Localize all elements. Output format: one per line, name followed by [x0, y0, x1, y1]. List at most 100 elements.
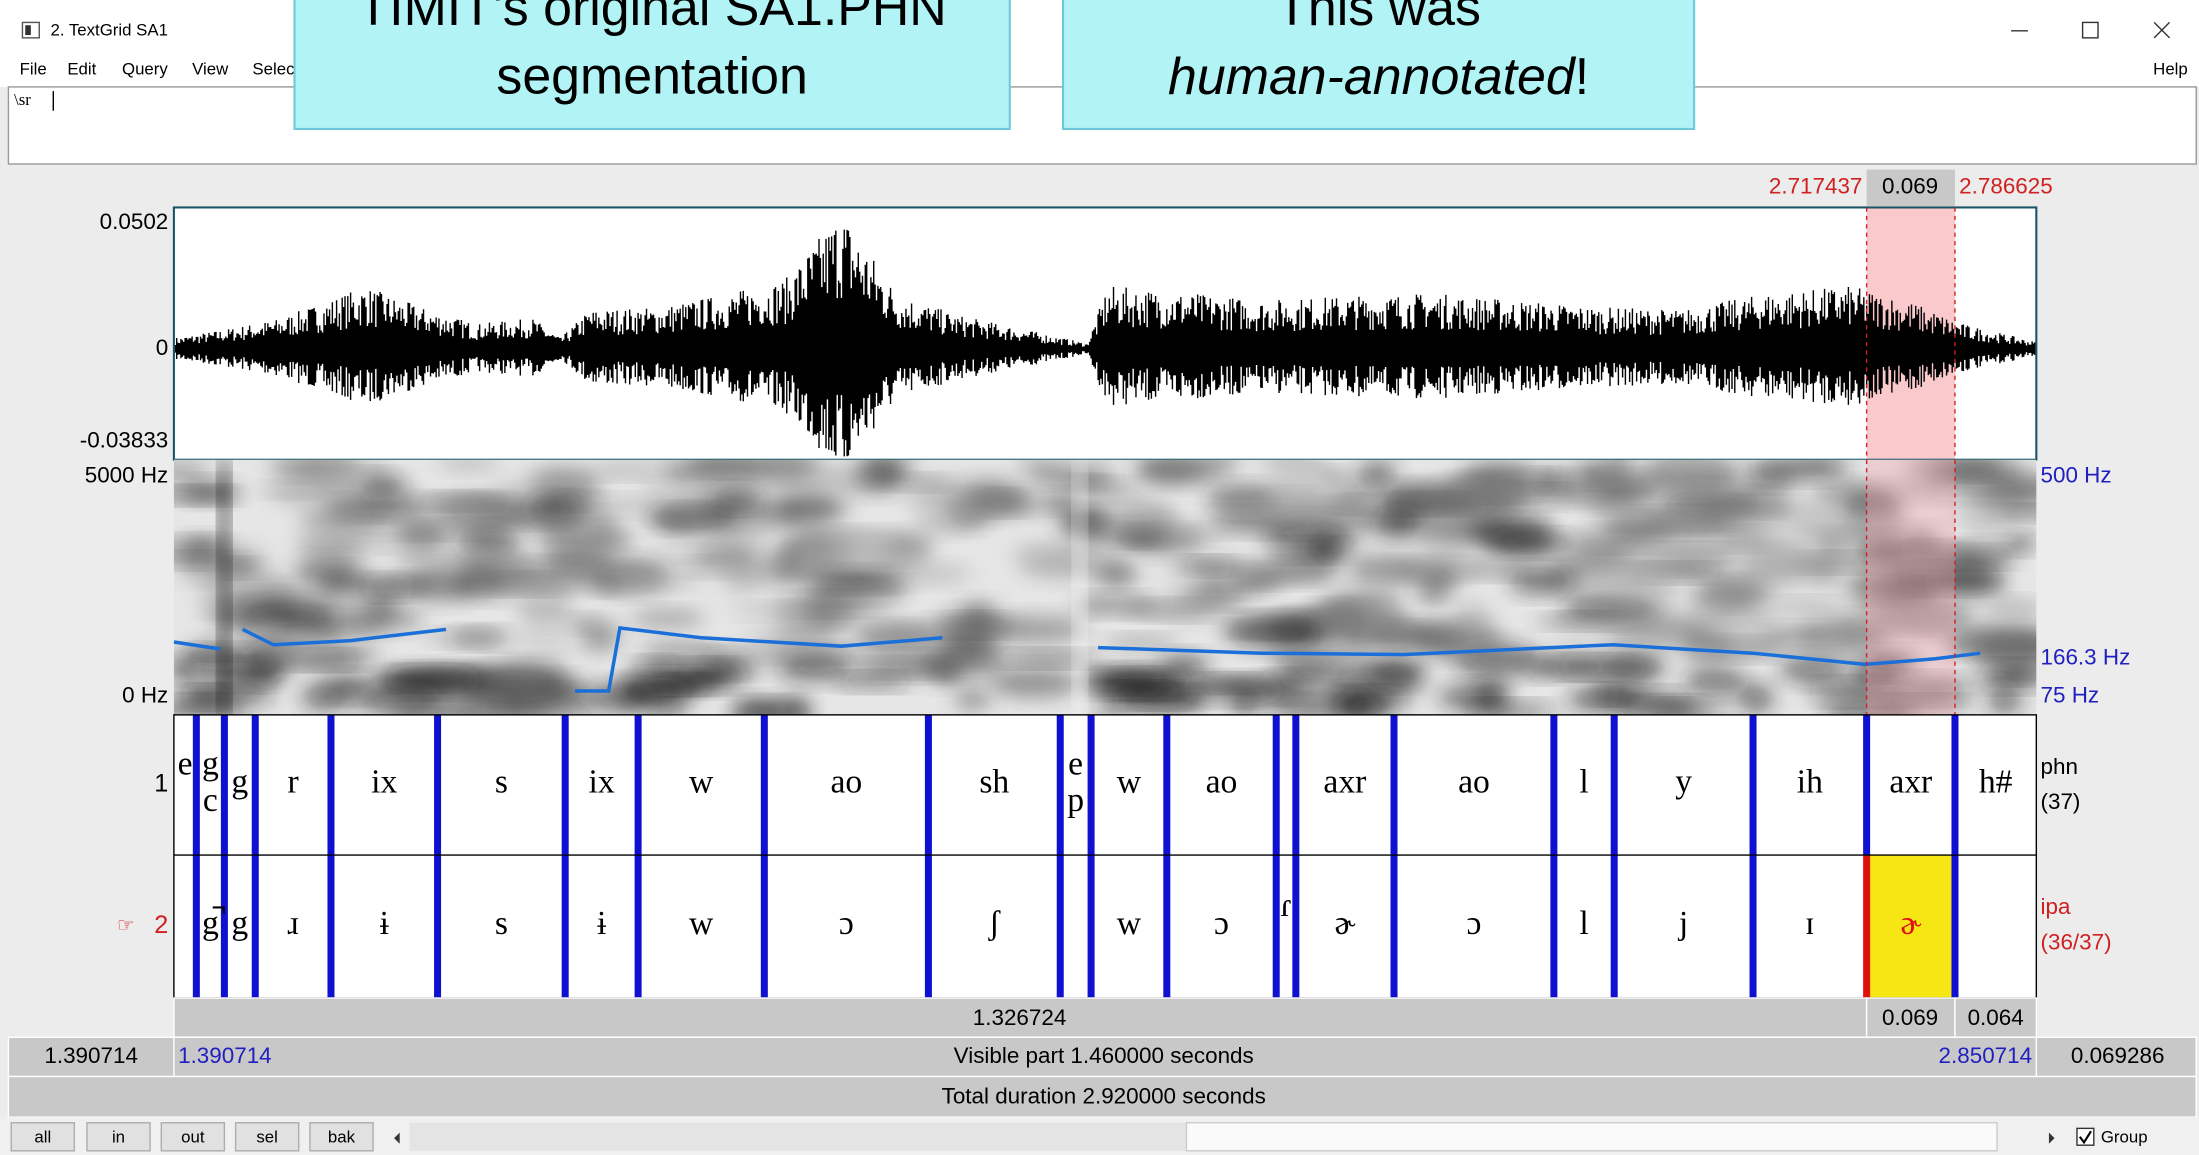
spectrogram-blob: [1418, 546, 1474, 561]
spectrogram-blob: [354, 687, 445, 714]
tier-boundary: [327, 855, 334, 998]
callout-emphasis: human-annotated: [1168, 47, 1577, 105]
spectrogram-blob: [459, 554, 539, 583]
spectrogram-blob: [990, 669, 1079, 698]
spectrogram-blob: [631, 610, 705, 628]
spectrogram-blob: [1370, 627, 1449, 646]
spectrogram-blob: [1951, 634, 2042, 654]
spectrogram-blob: [1951, 508, 2029, 522]
help-menu[interactable]: Help: [2153, 60, 2188, 79]
pitch-top: 500 Hz: [2041, 463, 2112, 488]
spectrogram-blob: [1602, 515, 1704, 527]
tier-boundary: [1391, 855, 1398, 998]
spectrogram-blob: [1733, 536, 1789, 555]
tier-boundary: [1163, 715, 1170, 855]
tier-boundary: [1951, 715, 1958, 855]
tier-boundary: [434, 715, 441, 855]
spectrogram-blob: [417, 499, 505, 514]
tier-boundary: [1550, 855, 1557, 998]
spectrogram-blob: [1398, 482, 1504, 510]
interval-label: ɹ: [288, 905, 299, 942]
selection-duration: 0.069: [1882, 174, 1938, 199]
tier-boundary: [1750, 715, 1757, 855]
spectrogram-bottom: 0 Hz: [122, 683, 168, 708]
interval-label: ɪ: [1805, 905, 1814, 942]
interval-label: s: [495, 905, 508, 942]
interval-label: ɾ: [1280, 887, 1291, 924]
spectrogram-blob: [1158, 593, 1228, 621]
spectrogram-blob: [317, 543, 353, 573]
tier-boundary: [635, 855, 642, 998]
tier-boundary: [1057, 715, 1064, 855]
menu-item[interactable]: Edit: [67, 60, 96, 79]
spectrogram-blob: [514, 631, 573, 651]
pitch-bottom: 75 Hz: [2041, 683, 2100, 708]
spectrogram-blob: [954, 688, 990, 710]
spectrogram-blob: [1347, 554, 1427, 585]
callout-text: This was: [1276, 0, 1481, 36]
spectrogram-blob: [1526, 656, 1569, 676]
tier2-count: (36/37): [2041, 929, 2112, 954]
tier-boundary: [1391, 715, 1398, 855]
spectrogram-blob: [517, 600, 576, 624]
spectrogram-blob: [772, 596, 877, 612]
tiers-panel: [174, 715, 2036, 998]
interval-label: gc: [202, 745, 219, 818]
pitch-cursor: 166.3 Hz: [2041, 645, 2131, 670]
spectrogram-blob: [540, 573, 584, 593]
spectrogram-blob: [966, 480, 1026, 513]
spectrogram-blob: [1736, 554, 1826, 583]
callout-suffix: !: [1575, 47, 1589, 105]
interval-label: e: [178, 745, 193, 782]
callout-text: segmentation: [496, 47, 807, 105]
menu-item[interactable]: Selec: [252, 60, 294, 79]
callout-text: TIMIT's original SA1.PHN: [357, 0, 946, 36]
spectrogram-blob: [1358, 461, 1397, 487]
interval-label-part: c: [203, 782, 218, 819]
interval-label: h#: [1979, 764, 2013, 801]
tier-boundary: [1292, 715, 1299, 855]
spectrogram-blob: [1962, 523, 2014, 544]
menu-item[interactable]: View: [192, 60, 229, 79]
visible-text: Visible part 1.460000 seconds: [954, 1043, 1254, 1068]
app-icon-detail: [25, 25, 31, 35]
interval-label: ih: [1797, 764, 1823, 801]
button-label: bak: [328, 1128, 356, 1147]
tier-boundary: [327, 715, 334, 855]
interval-label: ɚ: [1900, 905, 1922, 942]
interval-label: sh: [979, 764, 1009, 801]
spectrogram-blob: [331, 499, 359, 517]
menu-item[interactable]: File: [20, 60, 47, 79]
interval-label: ix: [589, 764, 615, 801]
spectrogram-blob: [1095, 697, 1126, 714]
spectrogram-blob: [1378, 512, 1421, 536]
spectrogram-blob: [1437, 685, 1507, 709]
spectrogram-blob: [363, 538, 399, 550]
scrollbar-thumb[interactable]: [1186, 1123, 1997, 1151]
tier-boundary: [1951, 855, 1958, 998]
tier-boundary: [1057, 855, 1064, 998]
spectrogram-blob: [710, 488, 762, 508]
tier-boundary: [434, 855, 441, 998]
selection-start: 2.717437: [1769, 174, 1863, 199]
spectrogram-blob: [619, 678, 686, 706]
spectrogram-blob: [1616, 577, 1683, 604]
window-title: 2. TextGrid SA1: [50, 20, 167, 39]
tier-boundary: [562, 715, 569, 855]
spectrogram-blob: [873, 564, 973, 584]
spectrogram-top: 5000 Hz: [85, 463, 169, 488]
group-checkbox[interactable]: [2077, 1128, 2094, 1145]
spectrogram-blob: [1418, 576, 1448, 607]
interval-label: w: [1117, 905, 1142, 942]
spectrogram-blob: [1787, 503, 1842, 524]
interval-label: l: [1579, 905, 1588, 942]
tier-boundary: [221, 715, 228, 855]
spectrogram-blob: [1770, 600, 1849, 613]
duration-selected: 0.069: [1882, 1005, 1938, 1030]
interval-label: ʃ: [988, 905, 1001, 942]
interval-label: ɔ: [839, 905, 854, 942]
menu-item[interactable]: Query: [122, 60, 168, 79]
spectrogram-blob: [639, 483, 670, 501]
spectrogram-blob: [1277, 661, 1337, 684]
